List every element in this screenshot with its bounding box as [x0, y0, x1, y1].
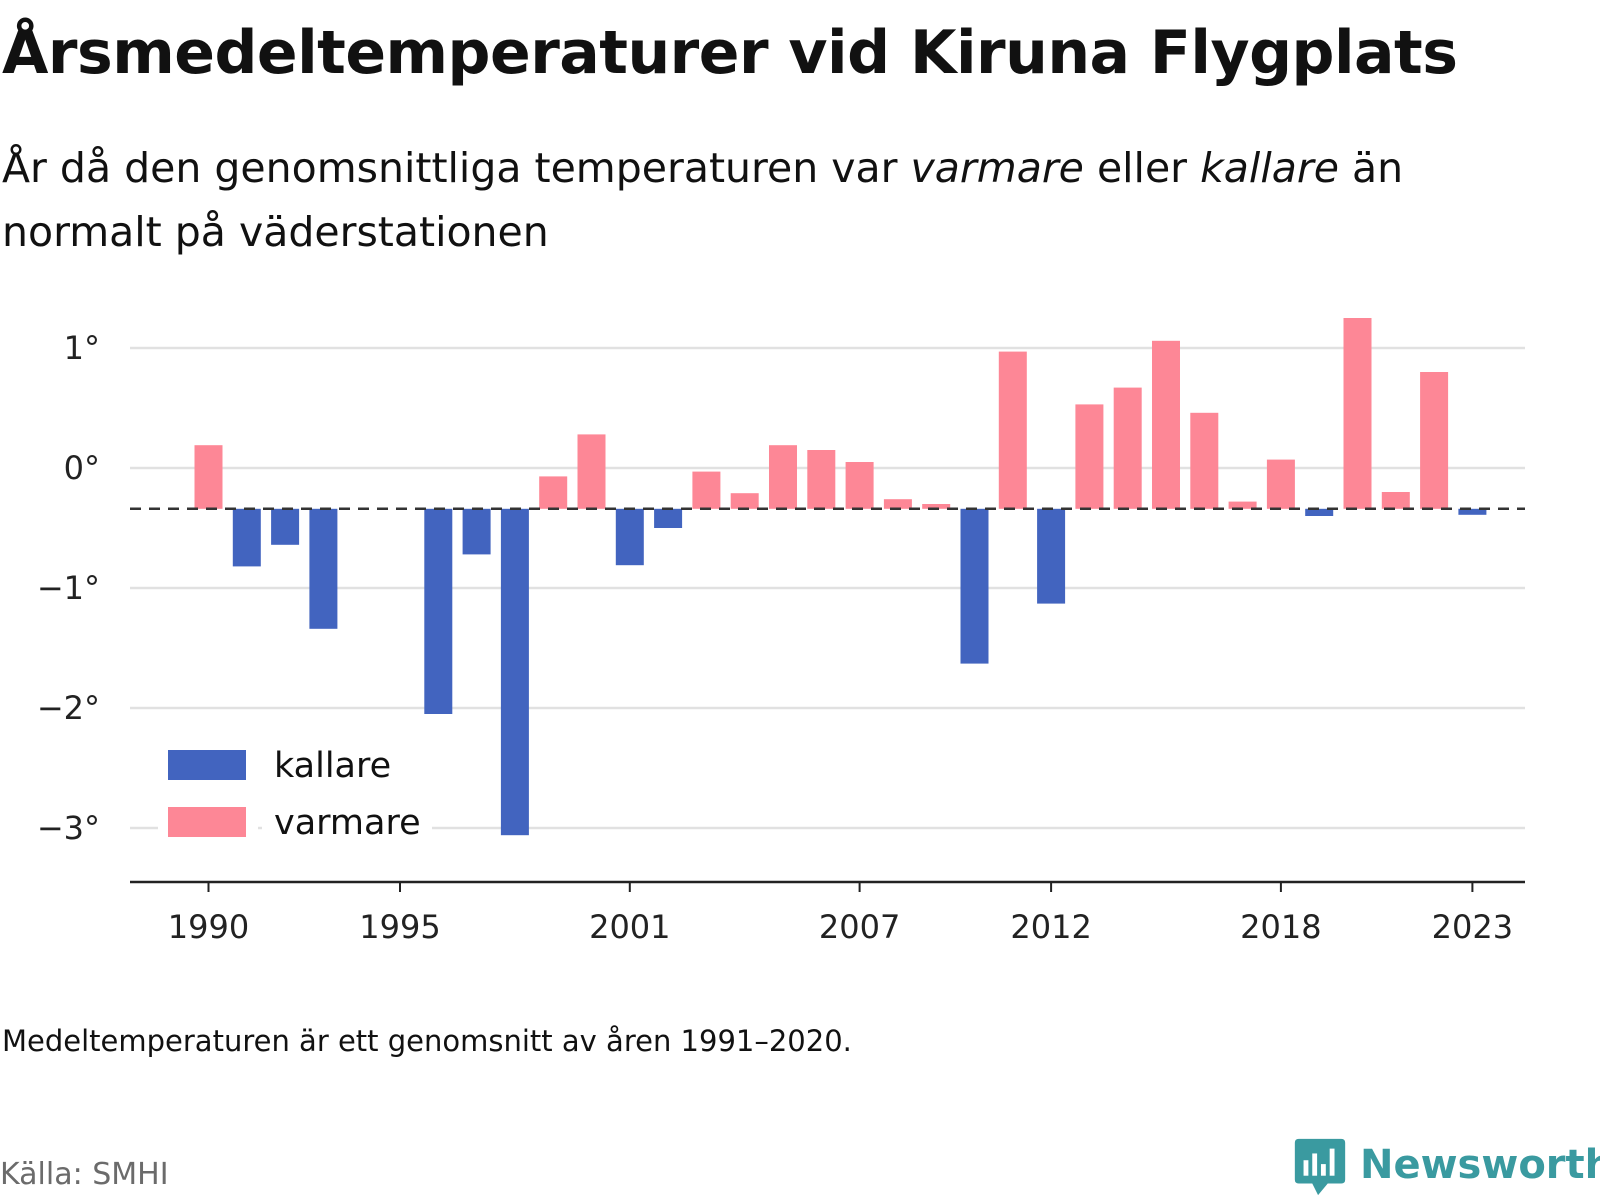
subtitle-part-1: År då den genomsnittliga temperaturen va… [2, 144, 911, 192]
bar-2010 [960, 508, 989, 664]
bar-2007 [845, 462, 874, 509]
bar-2008 [883, 499, 912, 509]
bar-2022 [1420, 372, 1449, 509]
legend-label-backdrop [262, 793, 432, 851]
x-tick-label: 1990 [168, 908, 249, 946]
bars [194, 318, 1487, 836]
bar-2001 [615, 508, 644, 566]
legend-swatch-warmer [168, 807, 246, 837]
bar-2019 [1305, 508, 1334, 516]
x-axis-ticks: 1990 1995 2001 2007 2012 2018 2023 [168, 882, 1513, 946]
x-tick-label: 1995 [359, 908, 440, 946]
bar-2002 [654, 508, 683, 528]
bar-2009 [922, 504, 951, 509]
bar-2018 [1266, 459, 1295, 509]
bar-1998 [500, 508, 529, 836]
y-tick-label: 1° [64, 329, 100, 367]
legend-label-colder: kallare [274, 746, 391, 786]
bar-2014 [1113, 387, 1142, 509]
bar-2004 [730, 493, 759, 509]
bar-2020 [1343, 318, 1372, 509]
legend-swatch-colder [168, 750, 246, 780]
subtitle-part-2: eller [1083, 144, 1201, 192]
subtitle-part-3: än normalt på väderstationen [2, 144, 1404, 256]
bar-1990 [194, 445, 223, 509]
y-tick-label: −3° [37, 809, 100, 847]
bar-2005 [769, 445, 797, 509]
legend-label-backdrop [262, 736, 432, 794]
x-tick-label: 2001 [589, 908, 670, 946]
legend: kallare varmare [158, 736, 432, 851]
bar-1993 [309, 508, 338, 629]
brand-name: Newsworthy [1360, 1142, 1600, 1188]
x-tick-label: 2007 [819, 908, 900, 946]
source-label: Källa: SMHI [0, 1157, 169, 1192]
x-tick-label: 2023 [1432, 908, 1513, 946]
bar-2021 [1381, 492, 1410, 509]
chart-subtitle: År då den genomsnittliga temperaturen va… [2, 136, 1562, 264]
bar-chart: 1° 0° −1° −2° −3° 1990 1995 2001 2007 2012 2018 20… [37, 318, 1525, 946]
bar-2000 [577, 434, 606, 509]
bar-2013 [1075, 404, 1104, 509]
footnote: Medeltemperaturen är ett genomsnitt av å… [2, 1024, 852, 1058]
y-tick-label: −2° [37, 689, 100, 727]
y-axis-labels: 1° 0° −1° −2° −3° [37, 329, 100, 847]
bar-2011 [998, 351, 1027, 509]
bar-2023 [1458, 508, 1487, 515]
y-tick-label: −1° [37, 569, 100, 607]
bar-1997 [462, 508, 491, 555]
chart-title: Årsmedeltemperaturer vid Kiruna Flygplat… [2, 18, 1458, 88]
bar-2012 [1037, 508, 1066, 604]
bar-2016 [1190, 412, 1219, 509]
bar-1996 [424, 508, 453, 714]
bar-2017 [1228, 501, 1257, 509]
bar-1992 [271, 508, 300, 545]
y-tick-label: 0° [64, 449, 100, 487]
legend-label-warmer: varmare [274, 803, 421, 843]
bar-2006 [807, 450, 836, 509]
newsworthy-logo-icon [1294, 1138, 1346, 1196]
bar-1999 [539, 476, 568, 509]
subtitle-warmer-word: varmare [910, 144, 1084, 192]
bar-2003 [692, 471, 721, 509]
x-tick-label: 2018 [1240, 908, 1321, 946]
subtitle-colder-word: kallare [1200, 144, 1339, 192]
bar-2015 [1152, 340, 1180, 509]
bar-1991 [232, 508, 261, 567]
x-tick-label: 2012 [1010, 908, 1091, 946]
